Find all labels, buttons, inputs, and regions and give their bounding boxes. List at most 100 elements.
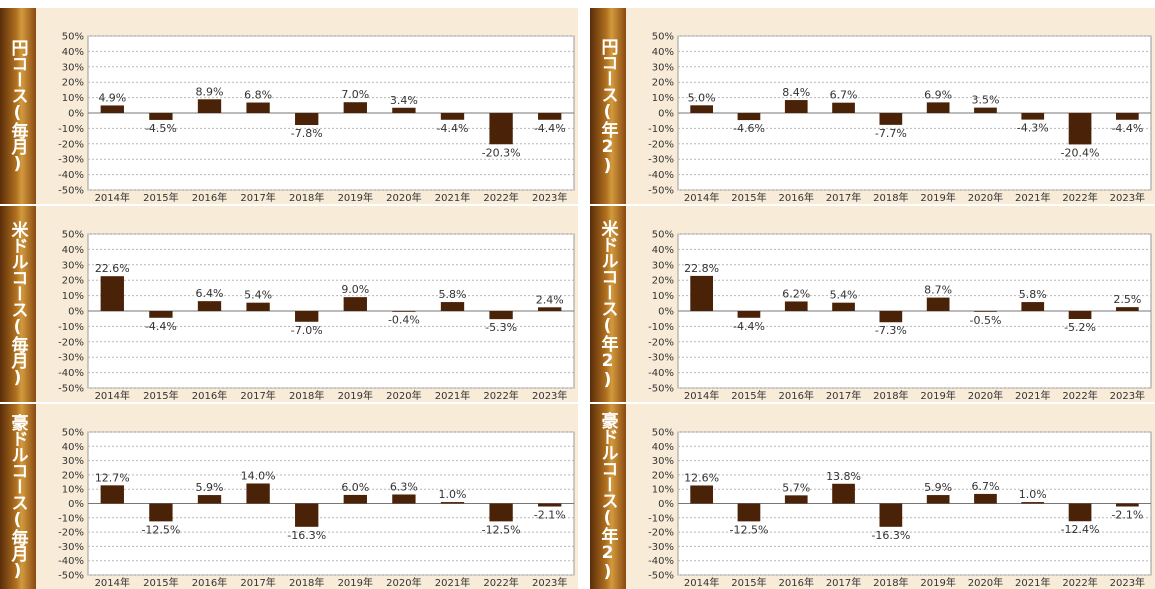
- bar: [343, 494, 367, 504]
- data-label: 8.9%: [196, 85, 224, 98]
- y-tick-label: -20%: [58, 337, 84, 348]
- bar: [1021, 502, 1045, 504]
- bar: [489, 113, 513, 145]
- data-label: -16.3%: [287, 529, 326, 542]
- bar-chart: 50% 40% 30% 20% 10% 0% -10% -20% -30% -40% -50% 22.…: [58, 230, 575, 402]
- bar: [1115, 503, 1139, 507]
- x-tick-label: 2014年: [95, 191, 130, 204]
- y-tick-label: 50%: [652, 32, 674, 43]
- x-tick-label: 2018年: [873, 389, 908, 402]
- data-label: 3.4%: [390, 94, 418, 107]
- bar: [1115, 113, 1139, 120]
- y-tick-label: 0%: [658, 109, 674, 120]
- x-tick-label: 2015年: [731, 389, 766, 402]
- data-label: 6.9%: [924, 88, 952, 101]
- bar: [343, 297, 367, 311]
- bar: [100, 485, 124, 504]
- data-label: -7.0%: [291, 324, 323, 337]
- x-tick-label: 2020年: [968, 191, 1003, 204]
- bar: [197, 99, 222, 113]
- bar: [246, 302, 270, 311]
- y-tick-label: -30%: [648, 353, 674, 364]
- y-tick-label: -20%: [648, 337, 674, 348]
- bar: [926, 102, 950, 113]
- x-tick-label: 2018年: [289, 191, 324, 204]
- data-label: -4.4%: [733, 320, 765, 333]
- y-tick-label: 40%: [62, 47, 84, 58]
- y-tick-label: 20%: [652, 78, 674, 89]
- data-label: 5.8%: [1019, 288, 1047, 301]
- x-tick-label: 2019年: [338, 389, 373, 402]
- data-label: 6.7%: [830, 89, 858, 102]
- bar: [440, 502, 465, 504]
- y-tick-label: -40%: [58, 170, 84, 181]
- data-label: 5.9%: [196, 481, 224, 494]
- course-label: 円コース(毎月): [0, 8, 36, 204]
- bar: [974, 311, 997, 312]
- y-tick-label: 20%: [652, 470, 674, 481]
- data-label: 6.4%: [196, 287, 224, 300]
- x-tick-label: 2019年: [338, 191, 373, 204]
- x-tick-label: 2023年: [1110, 576, 1145, 589]
- chart-panel: 米ドルコース(毎月) 50% 40% 30% 20% 10% 0% -10% -20% -30% -…: [0, 206, 578, 402]
- x-tick-label: 2014年: [95, 389, 130, 402]
- chart-panel: 円コース(毎月) 50% 40% 30% 20% 10% 0% -10% -20% -30% -40…: [0, 8, 578, 204]
- bar: [1068, 311, 1092, 320]
- x-tick-label: 2014年: [684, 576, 719, 589]
- y-tick-label: 40%: [62, 245, 84, 256]
- x-tick-label: 2022年: [483, 191, 518, 204]
- y-tick-label: 30%: [652, 456, 674, 467]
- bar: [974, 493, 997, 504]
- bar: [295, 311, 319, 322]
- x-tick-label: 2023年: [1110, 389, 1145, 402]
- x-tick-label: 2016年: [779, 389, 814, 402]
- x-tick-label: 2020年: [386, 389, 421, 402]
- x-tick-label: 2023年: [532, 389, 567, 402]
- y-tick-label: 20%: [62, 276, 84, 287]
- bar: [440, 302, 465, 311]
- y-tick-label: 0%: [658, 307, 674, 318]
- x-tick-label: 2020年: [386, 191, 421, 204]
- bar: [784, 495, 808, 504]
- y-tick-label: -30%: [648, 155, 674, 166]
- y-tick-label: 10%: [652, 291, 674, 302]
- y-tick-label: -30%: [58, 542, 84, 553]
- x-tick-label: 2020年: [386, 576, 421, 589]
- y-tick-label: 40%: [652, 245, 674, 256]
- data-label: 9.0%: [341, 283, 369, 296]
- bar: [879, 113, 903, 125]
- x-tick-label: 2015年: [731, 191, 766, 204]
- data-label: 3.5%: [971, 94, 999, 107]
- bar: [392, 494, 416, 504]
- y-tick-label: -30%: [58, 155, 84, 166]
- x-tick-label: 2023年: [532, 191, 567, 204]
- y-tick-label: 50%: [62, 32, 84, 43]
- data-label: -20.4%: [1061, 146, 1100, 159]
- y-tick-label: 10%: [62, 291, 84, 302]
- y-tick-label: 30%: [652, 260, 674, 271]
- bar: [737, 311, 761, 318]
- bar: [1021, 113, 1045, 120]
- y-tick-label: 20%: [62, 78, 84, 89]
- data-label: 13.8%: [826, 470, 861, 483]
- x-tick-label: 2017年: [826, 576, 861, 589]
- x-tick-label: 2016年: [192, 389, 227, 402]
- x-tick-label: 2018年: [289, 389, 324, 402]
- data-label: -7.3%: [875, 324, 907, 337]
- y-tick-label: -20%: [648, 139, 674, 150]
- x-tick-label: 2021年: [435, 389, 470, 402]
- y-tick-label: -50%: [58, 384, 84, 395]
- y-tick-label: 10%: [652, 93, 674, 104]
- x-tick-label: 2014年: [684, 191, 719, 204]
- x-tick-label: 2021年: [1015, 389, 1050, 402]
- y-tick-label: 10%: [62, 485, 84, 496]
- data-label: 14.0%: [241, 469, 276, 482]
- data-label: -12.5%: [141, 523, 180, 536]
- y-tick-label: -50%: [648, 186, 674, 197]
- bar: [489, 503, 513, 522]
- y-tick-label: 20%: [652, 276, 674, 287]
- y-tick-label: -10%: [58, 322, 84, 333]
- bar: [197, 301, 222, 311]
- y-tick-label: -50%: [648, 571, 674, 582]
- data-label: 6.3%: [390, 480, 418, 493]
